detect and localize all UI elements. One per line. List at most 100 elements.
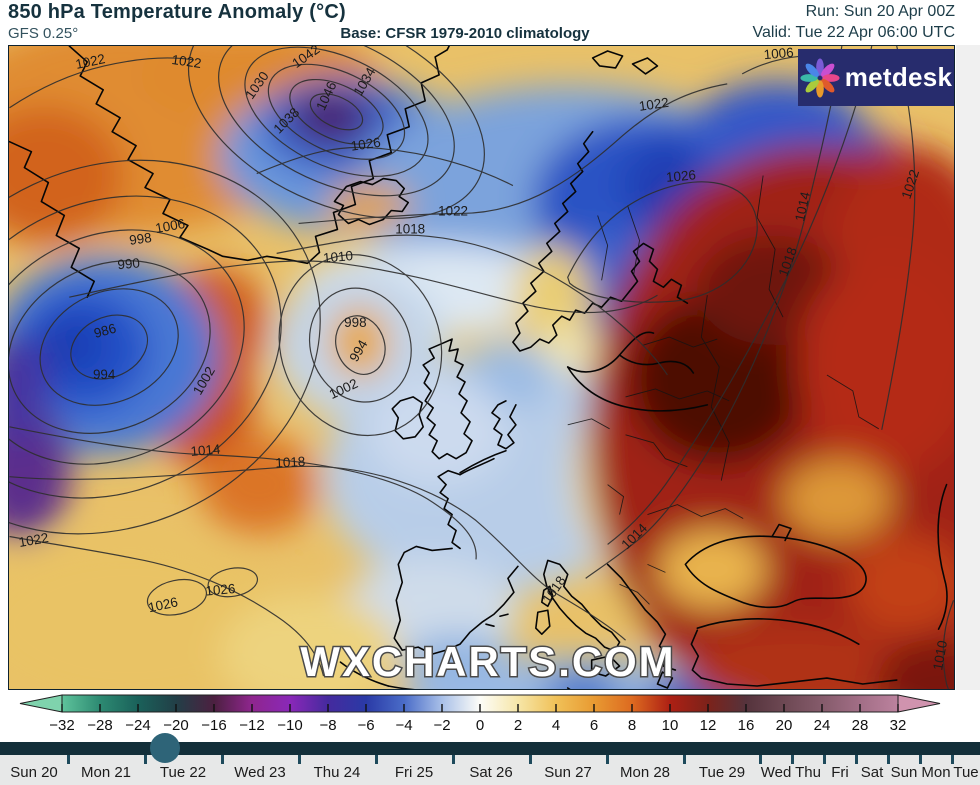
- timeline-tick: [66, 755, 70, 764]
- timeline-tick: [451, 755, 455, 764]
- isobar-label: 1026: [147, 594, 179, 615]
- isobar-label: 1014: [792, 190, 813, 223]
- climatology-base-label: Base: CFSR 1979-2010 climatology: [340, 25, 590, 42]
- flower-petal: [800, 73, 818, 82]
- timeline-tick: [790, 755, 794, 764]
- colorbar-tick-label: −8: [319, 717, 336, 734]
- colorbar-tick-label: 24: [814, 717, 831, 734]
- run-label: Run: Sun 20 Apr 00Z: [805, 3, 955, 20]
- metdesk-logo: metdesk: [798, 49, 954, 106]
- timeline-day-label[interactable]: Fri 25: [394, 764, 434, 781]
- isobar-label: 1006: [154, 216, 186, 236]
- isobar-label: 1010: [930, 639, 950, 671]
- colorbar-tick-label: 10: [662, 717, 679, 734]
- timeline-tick: [758, 755, 762, 764]
- isobar-label: 1022: [638, 95, 670, 114]
- timeline-day-label[interactable]: Mon 28: [619, 764, 671, 781]
- timeline-day-label[interactable]: Sat 26: [469, 764, 513, 781]
- timeline-day-label[interactable]: Sun 27: [544, 764, 592, 781]
- timeline-day-label[interactable]: Fri: [831, 764, 849, 781]
- coastlines: [9, 46, 948, 689]
- right-margin: [956, 45, 980, 690]
- isobar-label: 1026: [665, 167, 696, 185]
- colorbar-tick-label: −28: [87, 717, 112, 734]
- timeline-handle[interactable]: [150, 733, 180, 763]
- colorbar-tick-label: −6: [357, 717, 374, 734]
- timeline-day-label[interactable]: Tue 22: [159, 764, 207, 781]
- colorbar-tick-label: −20: [163, 717, 188, 734]
- colorbar-tick-label: 32: [890, 717, 907, 734]
- colorbar-arrow-left: [19, 694, 63, 713]
- timeline-day-label[interactable]: Thu 24: [313, 764, 361, 781]
- anomaly-map-svg: 1022 102210301042104610381034102610221018…: [9, 46, 954, 689]
- timeline-day-label[interactable]: Tue 29: [698, 764, 746, 781]
- colorbar-tick-label: 0: [476, 717, 484, 734]
- isobar-label: 1022: [18, 530, 50, 550]
- metdesk-logo-text: metdesk: [844, 62, 953, 92]
- timeline-day-label[interactable]: Thu: [795, 764, 821, 781]
- flower-petal: [805, 78, 819, 92]
- colorbar-tick-label: −4: [395, 717, 412, 734]
- timeline-bar[interactable]: [0, 742, 980, 755]
- flower-petal: [820, 78, 835, 92]
- isobar-label: 1014: [190, 441, 222, 459]
- timeline-tick: [374, 755, 378, 764]
- timeline-day-label[interactable]: Tue: [953, 764, 979, 781]
- colorbar-tick-label: −12: [239, 717, 264, 734]
- timeline-tick: [918, 755, 922, 764]
- timeline-day-label[interactable]: Sun: [890, 764, 918, 781]
- timeline-tick: [220, 755, 224, 764]
- colorbar-ticks: [61, 704, 899, 712]
- colorbar-tick-label: 28: [852, 717, 869, 734]
- isobar-label: 998: [344, 315, 366, 330]
- colorbar-tick-label: 8: [628, 717, 636, 734]
- timeline-tick: [528, 755, 532, 764]
- flower-petal: [821, 73, 840, 82]
- flower-petal: [815, 79, 824, 98]
- colorbar-tick-label: −10: [277, 717, 302, 734]
- weather-map: 1022 1022 1030 1042 1046 1038 1034 1026 1022 1018…: [8, 45, 955, 690]
- colorbar-tick-label: 4: [552, 717, 560, 734]
- timeline-day-label[interactable]: Sun 20: [10, 764, 58, 781]
- timeline-tick: [950, 755, 954, 764]
- valid-time-label: Valid: Tue 22 Apr 06:00 UTC: [752, 24, 955, 41]
- isobar-label: 998: [128, 230, 152, 248]
- timeline-tick: [143, 755, 147, 764]
- isobar-label: 986: [92, 321, 118, 341]
- timeline-day-label[interactable]: Wed 23: [234, 764, 286, 781]
- isobars: [9, 46, 954, 689]
- isobar-label: 1010: [323, 248, 354, 266]
- timeline-day-label[interactable]: Wed: [760, 764, 792, 781]
- colorbar-tick-label: 20: [776, 717, 793, 734]
- isobar-label: 1018: [275, 454, 306, 471]
- timeline-day-label[interactable]: Mon: [921, 764, 951, 781]
- isobar-label: 1022: [438, 203, 468, 218]
- timeline-tick: [854, 755, 858, 764]
- timeline-tick: [297, 755, 301, 764]
- colorbar-tick-label: 16: [738, 717, 755, 734]
- colorbar-legend: −32 −28 −24 −20 −16 −12 −10 −8 −6 −4 −2 0 2 4 6 8 10 12 16…: [19, 694, 941, 734]
- isobar-label: 1026: [350, 135, 382, 154]
- colorbar-tick-labels: −32 −28 −24 −20 −16 −12 −10 −8 −6 −4 −2 0 2 4 6 8 10 12 16…: [49, 717, 906, 734]
- colorbar-tick-label: −2: [433, 717, 450, 734]
- isobar-label: 990: [117, 255, 141, 272]
- metdesk-flower-icon: [800, 57, 840, 98]
- isobar-label: 1022: [74, 51, 106, 72]
- timeline-tick: [886, 755, 890, 764]
- timeline-day-label[interactable]: Mon 21: [80, 764, 132, 781]
- colorbar-tick-label: −24: [125, 717, 150, 734]
- page-title: 850 hPa Temperature Anomaly (°C): [8, 1, 346, 23]
- flower-petal: [820, 63, 835, 77]
- isobar-label: 1026: [205, 581, 236, 599]
- colorbar-arrow-right: [897, 694, 941, 713]
- timeline-slider[interactable]: Sun 20 Mon 21 Tue 22 Wed 23 Thu 24 Fri 25 Sat …: [0, 733, 980, 785]
- colorbar-tick-label: −32: [49, 717, 74, 734]
- timeline-tick: [822, 755, 826, 764]
- isobar-label: 1018: [395, 221, 425, 236]
- isobar-label: 1006: [763, 46, 794, 62]
- model-label: GFS 0.25°: [8, 25, 79, 42]
- timeline-day-label[interactable]: Sat: [860, 764, 884, 781]
- isobar-label: 1022: [171, 52, 203, 71]
- colorbar-tick-label: −16: [201, 717, 226, 734]
- timeline-tick: [605, 755, 609, 764]
